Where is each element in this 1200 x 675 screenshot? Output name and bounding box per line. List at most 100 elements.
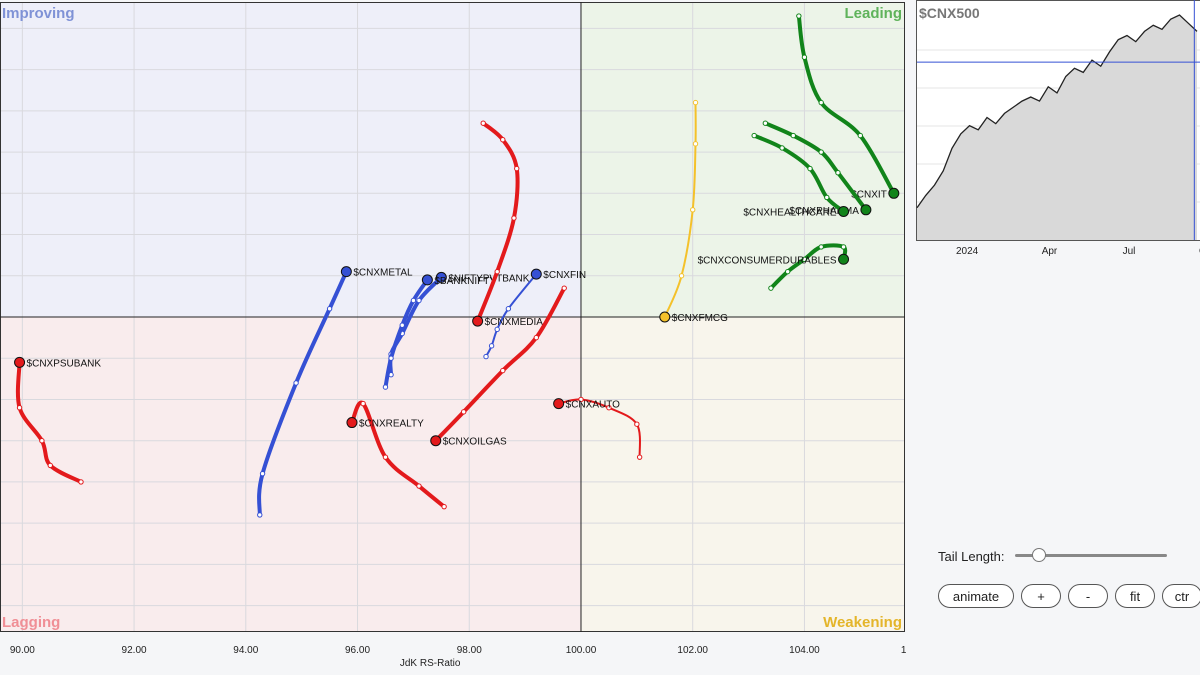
x-tick-label: 92.00: [122, 645, 147, 656]
weakening-label: Weakening: [823, 614, 902, 631]
trail-point: [784, 268, 791, 275]
series-trail: $CNXCONSUMERDURABLES: [698, 243, 850, 291]
trail-point: [692, 99, 699, 106]
series-trail: $CNXMETAL: [257, 266, 413, 518]
tail-length-row: Tail Length:: [938, 548, 1167, 564]
mini-x-label: 2024: [956, 246, 979, 257]
fit-button[interactable]: fit: [1115, 584, 1155, 608]
trail-point: [606, 405, 612, 411]
head-point: [435, 271, 447, 283]
x-axis-title: JdK RS-Ratio: [400, 658, 461, 669]
trail-point: [500, 367, 506, 374]
rrg-chart[interactable]: Improving Leading Lagging Weakening 90.00 92.…: [0, 0, 906, 675]
trail-point: [840, 244, 847, 250]
trail-point: [511, 215, 517, 221]
series-trail: $CNXMEDIA: [472, 120, 543, 328]
series-trail: $CNXFMCG: [659, 99, 728, 324]
trail-point: [441, 503, 447, 510]
leading-quadrant: [580, 2, 905, 317]
series-label: $CNXPSUBANK: [27, 358, 102, 369]
series-label: $CNXCONSUMERDURABLES: [698, 255, 837, 266]
series-label: $CNXHEALTHCARE: [743, 207, 836, 218]
x-tick-label: 94.00: [233, 645, 258, 656]
trail-point: [326, 306, 333, 312]
trail-point: [39, 437, 45, 444]
series-label: $CNXOILGAS: [443, 437, 507, 448]
trail-point: [293, 380, 299, 386]
head-point: [472, 315, 484, 327]
mini-x-label: O: [1199, 246, 1200, 257]
trail-point: [78, 479, 84, 485]
x-tick-label: 90.00: [10, 645, 35, 656]
trail-point: [416, 483, 422, 489]
zoom-out-button[interactable]: -: [1068, 584, 1108, 608]
series-trail: $CNXAUTO: [553, 396, 643, 460]
trail-point: [801, 256, 808, 262]
x-tick-label: 106.00: [901, 645, 906, 656]
series-trail: $CNXFIN: [483, 268, 586, 360]
trail-point: [257, 512, 263, 518]
trail-point: [751, 132, 757, 139]
head-point: [860, 204, 872, 216]
center-button[interactable]: ctr: [1162, 584, 1200, 608]
series-trail: $CNXIT: [796, 13, 900, 200]
series-label: $BANKNIFTY: [434, 276, 496, 287]
series-trail: $CNXREALTY: [346, 400, 447, 510]
series-label: $CNXREALTY: [359, 419, 424, 430]
trail-point: [410, 297, 417, 304]
trail-point: [533, 334, 539, 341]
head-point: [888, 187, 900, 199]
x-tick-label: 98.00: [457, 645, 482, 656]
button-row: animate + - fit ctr: [938, 584, 1200, 608]
trail-point: [488, 343, 495, 349]
trail-point: [382, 454, 389, 460]
trail-point: [768, 285, 774, 291]
trail-point: [416, 297, 422, 304]
series-trail: $CNXHEALTHCARE: [743, 132, 850, 218]
trail-point: [692, 141, 699, 147]
trail-point: [480, 120, 486, 126]
head-point: [530, 268, 542, 280]
trail-point: [561, 285, 567, 291]
trail-point: [779, 145, 785, 151]
mini-area: [917, 15, 1197, 240]
trail-point: [494, 326, 500, 333]
leading-label: Leading: [844, 5, 902, 22]
trail-point: [382, 384, 389, 390]
trail-point: [678, 273, 685, 279]
animate-button[interactable]: animate: [938, 584, 1014, 608]
x-tick-label: 104.00: [789, 645, 820, 656]
trail-point: [505, 306, 512, 312]
slider-track: [1014, 554, 1167, 557]
trail-point: [47, 462, 53, 469]
cnx500-mini-chart: $CNX500 2024 Apr Jul O: [916, 0, 1200, 257]
slider-thumb[interactable]: [1032, 548, 1047, 562]
series-label: $CNXFIN: [543, 270, 586, 281]
trail-point: [494, 268, 500, 275]
x-tick-label: 102.00: [677, 645, 708, 656]
series-label: $CNXAUTO: [566, 400, 620, 411]
head-point: [430, 435, 442, 447]
head-point: [14, 356, 26, 368]
mini-title: $CNX500: [919, 5, 980, 21]
controls-panel: Tail Length: animate + - fit ctr: [938, 540, 1200, 650]
series-label: $CNXPHARMA: [789, 206, 859, 217]
trail-point: [818, 99, 824, 106]
trail-point: [818, 244, 824, 250]
zoom-in-button[interactable]: +: [1021, 584, 1061, 608]
trail-point: [857, 132, 864, 139]
trail-point: [690, 207, 696, 213]
series-label: $CNXIT: [851, 189, 887, 200]
head-point: [659, 311, 671, 323]
mini-price-line: [916, 14, 1198, 209]
trail-point: [388, 355, 394, 361]
weakening-quadrant: [580, 317, 905, 632]
lagging-quadrant: [0, 317, 581, 632]
head-point: [340, 266, 352, 278]
tail-length-label: Tail Length:: [938, 548, 1005, 564]
head-point: [838, 253, 850, 265]
x-tick-label: 96.00: [345, 645, 370, 656]
trail-point: [259, 470, 266, 477]
trail-point: [835, 169, 841, 176]
tail-length-slider[interactable]: [1014, 548, 1167, 564]
